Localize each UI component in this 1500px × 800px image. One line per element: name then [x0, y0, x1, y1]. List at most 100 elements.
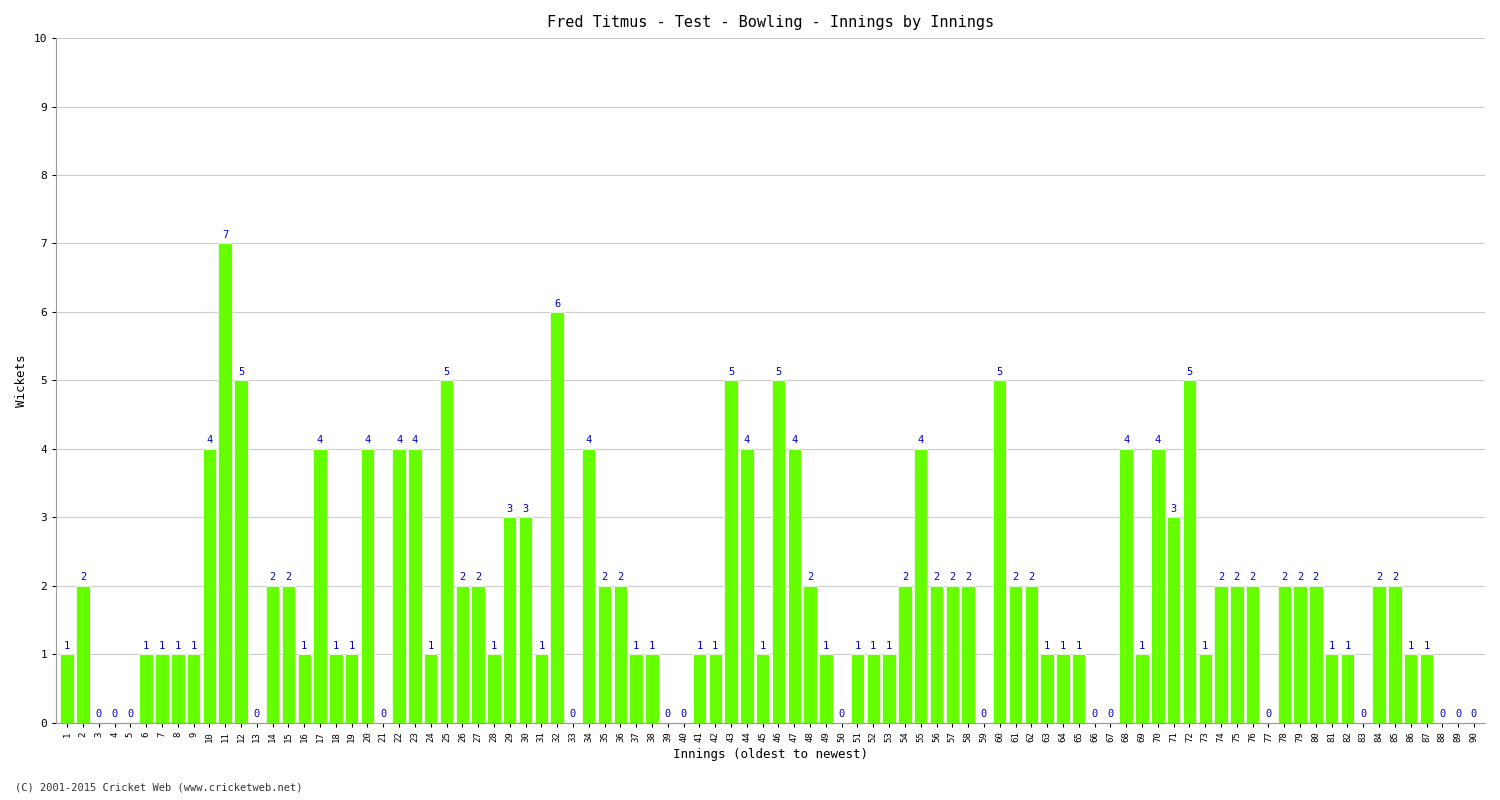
Bar	[1150, 449, 1164, 722]
Text: 1: 1	[1138, 641, 1144, 650]
Bar	[630, 654, 644, 722]
Bar	[140, 654, 153, 722]
Text: 1: 1	[427, 641, 433, 650]
Text: 1: 1	[1344, 641, 1350, 650]
Text: 5: 5	[776, 367, 782, 377]
Text: 2: 2	[1233, 572, 1240, 582]
Bar	[440, 380, 453, 722]
Bar	[993, 380, 1006, 722]
Bar	[914, 449, 927, 722]
Bar	[819, 654, 833, 722]
Text: 1: 1	[174, 641, 182, 650]
Bar	[76, 586, 90, 722]
Bar	[314, 449, 327, 722]
Bar	[708, 654, 722, 722]
Text: 4: 4	[585, 435, 592, 446]
Text: 1: 1	[1424, 641, 1430, 650]
Text: 0: 0	[1360, 710, 1366, 719]
Bar	[1182, 380, 1196, 722]
Text: 2: 2	[1298, 572, 1304, 582]
Text: 4: 4	[413, 435, 419, 446]
Text: 4: 4	[316, 435, 322, 446]
Text: 1: 1	[159, 641, 165, 650]
Text: 1: 1	[1407, 641, 1414, 650]
Text: 1: 1	[64, 641, 70, 650]
Bar	[1310, 586, 1323, 722]
Text: 2: 2	[1312, 572, 1318, 582]
Bar	[282, 586, 296, 722]
Text: 1: 1	[822, 641, 830, 650]
Title: Fred Titmus - Test - Bowling - Innings by Innings: Fred Titmus - Test - Bowling - Innings b…	[548, 15, 994, 30]
Text: 1: 1	[348, 641, 355, 650]
Bar	[408, 449, 422, 722]
Bar	[962, 586, 975, 722]
Bar	[804, 586, 818, 722]
Text: 2: 2	[80, 572, 86, 582]
Bar	[202, 449, 216, 722]
Text: 5: 5	[238, 367, 244, 377]
Text: 5: 5	[444, 367, 450, 377]
Text: 2: 2	[285, 572, 291, 582]
Bar	[898, 586, 912, 722]
Bar	[534, 654, 548, 722]
Text: 1: 1	[1329, 641, 1335, 650]
Text: 0: 0	[681, 710, 687, 719]
Text: 0: 0	[1266, 710, 1272, 719]
Text: 1: 1	[650, 641, 656, 650]
Text: 4: 4	[744, 435, 750, 446]
Bar	[219, 243, 232, 722]
Bar	[1024, 586, 1038, 722]
Text: 0: 0	[96, 710, 102, 719]
Bar	[1010, 586, 1023, 722]
Text: 0: 0	[1438, 710, 1446, 719]
Bar	[550, 312, 564, 722]
Bar	[1136, 654, 1149, 722]
Text: 1: 1	[1202, 641, 1209, 650]
Text: 0: 0	[839, 710, 844, 719]
Text: 2: 2	[476, 572, 482, 582]
Bar	[328, 654, 342, 722]
Bar	[393, 449, 406, 722]
Text: 0: 0	[254, 710, 260, 719]
Bar	[266, 586, 279, 722]
Text: 2: 2	[807, 572, 813, 582]
Text: 5: 5	[996, 367, 1004, 377]
Text: 2: 2	[1376, 572, 1382, 582]
Text: 1: 1	[886, 641, 892, 650]
Bar	[519, 518, 532, 722]
Text: 2: 2	[964, 572, 970, 582]
Text: 2: 2	[902, 572, 908, 582]
Text: 4: 4	[1124, 435, 1130, 446]
Text: 1: 1	[633, 641, 639, 650]
Text: 1: 1	[490, 641, 496, 650]
Text: 0: 0	[128, 710, 134, 719]
Bar	[614, 586, 627, 722]
Bar	[362, 449, 374, 722]
Bar	[60, 654, 74, 722]
Bar	[1404, 654, 1417, 722]
Text: 0: 0	[664, 710, 670, 719]
Text: 1: 1	[696, 641, 702, 650]
Text: 2: 2	[1281, 572, 1287, 582]
Text: 4: 4	[207, 435, 213, 446]
Text: 0: 0	[1472, 710, 1478, 719]
Text: 2: 2	[1013, 572, 1019, 582]
Bar	[1341, 654, 1354, 722]
Bar	[1119, 449, 1132, 722]
Text: 1: 1	[1044, 641, 1050, 650]
Bar	[867, 654, 880, 722]
Bar	[788, 449, 801, 722]
Bar	[724, 380, 738, 722]
Bar	[1041, 654, 1054, 722]
Text: 1: 1	[759, 641, 766, 650]
Bar	[598, 586, 612, 722]
Bar	[1278, 586, 1292, 722]
X-axis label: Innings (oldest to newest): Innings (oldest to newest)	[674, 748, 868, 761]
Text: 1: 1	[1060, 641, 1066, 650]
Text: 0: 0	[570, 710, 576, 719]
Bar	[424, 654, 438, 722]
Text: 1: 1	[538, 641, 544, 650]
Text: 6: 6	[554, 298, 561, 309]
Text: 0: 0	[981, 710, 987, 719]
Bar	[1056, 654, 1070, 722]
